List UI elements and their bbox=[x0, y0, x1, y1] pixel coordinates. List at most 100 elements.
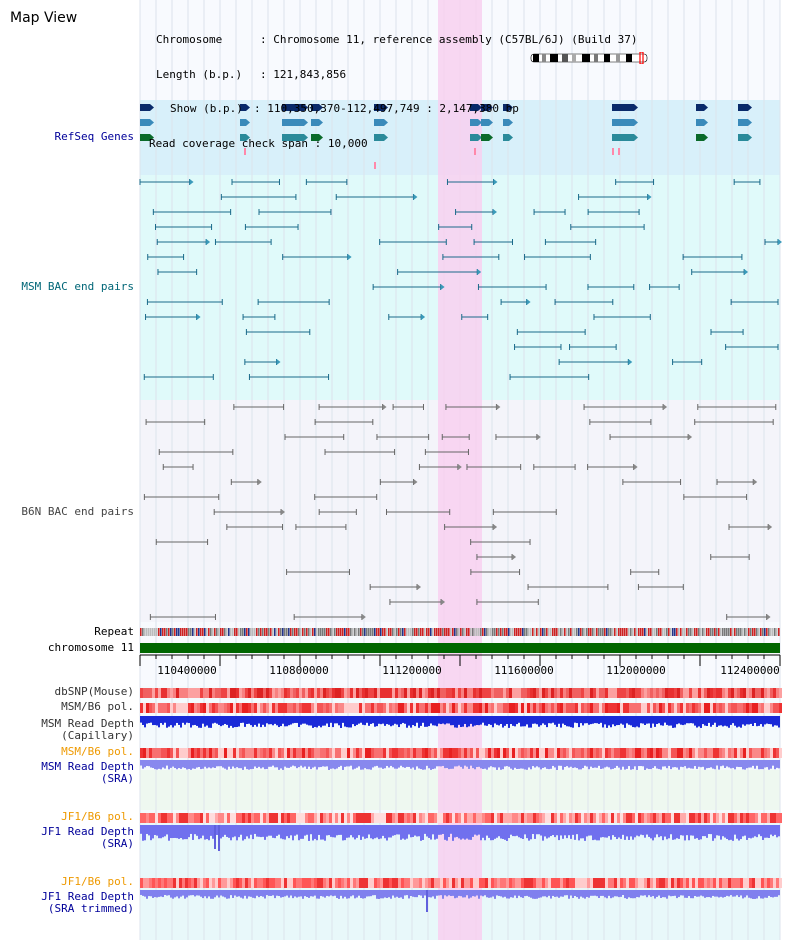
depth-bar bbox=[288, 716, 290, 726]
depth-bar bbox=[598, 716, 600, 724]
depth-bar bbox=[476, 890, 478, 896]
heat-cell bbox=[644, 688, 647, 698]
heat-cell bbox=[533, 688, 536, 698]
depth-bar bbox=[362, 825, 364, 837]
depth-bar bbox=[652, 716, 654, 724]
depth-bar bbox=[256, 825, 258, 837]
depth-bar bbox=[318, 716, 320, 726]
heat-cell bbox=[515, 748, 518, 758]
heat-cell bbox=[218, 813, 221, 823]
heat-cell bbox=[290, 748, 293, 758]
heat-cell bbox=[728, 688, 731, 698]
heat-cell bbox=[500, 688, 503, 698]
depth-bar bbox=[608, 716, 610, 726]
heat-cell bbox=[236, 703, 239, 713]
depth-bar bbox=[328, 890, 330, 897]
depth-bar bbox=[180, 760, 182, 769]
depth-bar bbox=[528, 825, 530, 841]
depth-bar bbox=[446, 716, 448, 724]
heat-cell bbox=[650, 703, 653, 713]
repeat-block bbox=[526, 628, 528, 636]
heat-cell bbox=[374, 813, 377, 823]
depth-bar bbox=[140, 825, 142, 834]
heat-cell bbox=[701, 703, 704, 713]
depth-bar bbox=[306, 825, 308, 835]
heat-cell bbox=[692, 878, 695, 888]
depth-bar bbox=[464, 825, 466, 840]
repeat-block bbox=[200, 628, 202, 636]
depth-bar bbox=[248, 716, 250, 724]
refseq-gene-features[interactable] bbox=[140, 104, 752, 169]
depth-bar bbox=[272, 890, 274, 896]
gene-feature bbox=[481, 104, 489, 111]
heat-cell bbox=[764, 688, 767, 698]
heat-cell bbox=[587, 813, 590, 823]
chromosome-ideogram[interactable] bbox=[530, 52, 652, 64]
depth-bar bbox=[714, 716, 716, 723]
repeat-block bbox=[142, 628, 144, 636]
heat-cell bbox=[614, 688, 617, 698]
heat-cell bbox=[140, 878, 143, 888]
depth-bar bbox=[154, 890, 156, 898]
heat-cell bbox=[680, 813, 683, 823]
msm-bac-end-pairs[interactable] bbox=[139, 179, 782, 380]
heat-cell bbox=[770, 703, 773, 713]
depth-bar bbox=[408, 825, 410, 835]
heat-cell bbox=[350, 813, 353, 823]
depth-bar bbox=[418, 716, 420, 728]
heat-cell bbox=[146, 878, 149, 888]
repeat-block bbox=[778, 628, 780, 636]
heat-cell bbox=[263, 813, 266, 823]
heat-cell bbox=[452, 878, 455, 888]
depth-bar bbox=[196, 716, 198, 726]
depth-bar bbox=[710, 890, 712, 898]
depth-bar bbox=[770, 716, 772, 725]
depth-bar bbox=[246, 890, 248, 899]
heat-cell bbox=[683, 703, 686, 713]
repeat-block bbox=[424, 628, 426, 636]
depth-bar bbox=[144, 825, 146, 841]
depth-bar bbox=[730, 716, 732, 725]
heat-cell bbox=[767, 688, 770, 698]
depth-bar bbox=[510, 716, 512, 725]
depth-bar bbox=[320, 716, 322, 728]
b6n-bac-end-pairs[interactable] bbox=[143, 404, 777, 620]
heat-cell bbox=[605, 748, 608, 758]
heat-cell bbox=[401, 748, 404, 758]
repeat-block bbox=[704, 628, 706, 636]
depth-bar bbox=[412, 825, 414, 838]
depth-bar bbox=[596, 760, 598, 768]
depth-bar bbox=[332, 825, 334, 838]
gene-arrow bbox=[634, 119, 638, 126]
heat-cell bbox=[176, 703, 179, 713]
depth-bar bbox=[478, 825, 480, 835]
heat-cell bbox=[398, 688, 401, 698]
heat-cell bbox=[251, 688, 254, 698]
gene-feature bbox=[282, 119, 304, 126]
repeat-block bbox=[508, 628, 510, 636]
depth-bar bbox=[536, 890, 538, 899]
repeat-block bbox=[644, 628, 646, 636]
heat-cell bbox=[251, 748, 254, 758]
depth-bar bbox=[326, 825, 328, 836]
depth-bar bbox=[668, 760, 670, 766]
depth-bar bbox=[216, 760, 218, 767]
repeat-block bbox=[320, 628, 322, 636]
repeat-block bbox=[420, 628, 422, 636]
repeat-block bbox=[658, 628, 660, 636]
heat-cell bbox=[251, 703, 254, 713]
heat-cell bbox=[596, 813, 599, 823]
heat-cell bbox=[722, 748, 725, 758]
heat-cell bbox=[185, 813, 188, 823]
heat-cell bbox=[563, 703, 566, 713]
depth-bar bbox=[568, 716, 570, 727]
msm-bac-label: MSM BAC end pairs bbox=[21, 280, 134, 293]
depth-bar bbox=[304, 760, 306, 767]
heat-cell bbox=[545, 703, 548, 713]
depth-bar bbox=[778, 716, 780, 728]
depth-bar bbox=[764, 760, 766, 768]
repeat-block bbox=[452, 628, 454, 636]
heat-cell bbox=[479, 688, 482, 698]
heat-cell bbox=[695, 703, 698, 713]
